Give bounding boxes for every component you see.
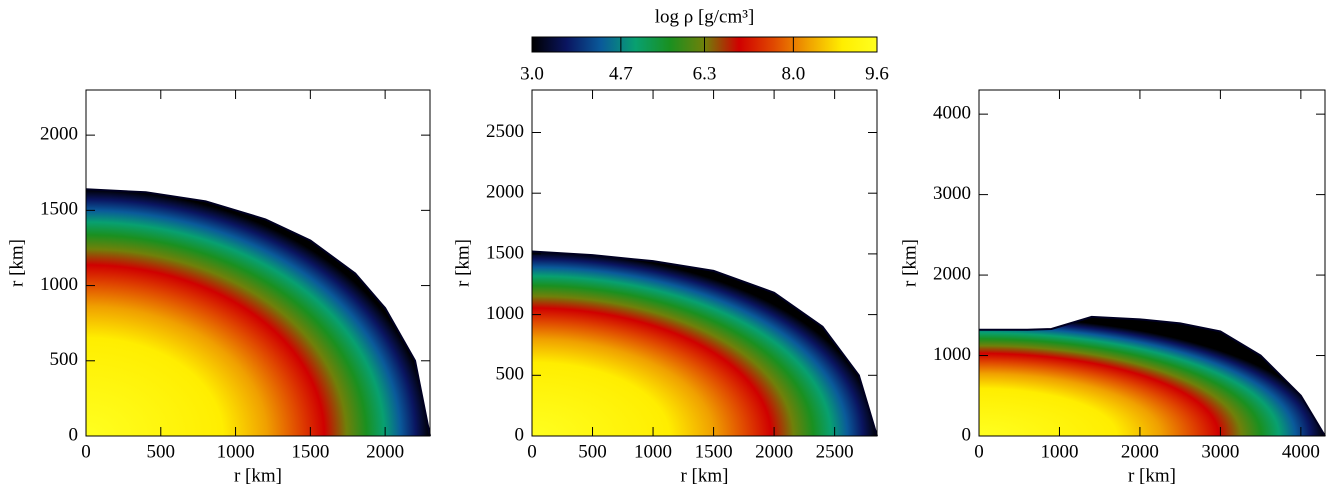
x-tick-label: 1000	[634, 441, 672, 462]
y-axis-label: r [km]	[6, 239, 27, 287]
x-tick-label: 500	[147, 441, 176, 462]
x-axis-label: r [km]	[680, 465, 728, 486]
colorbar-tick-label: 8.0	[781, 63, 805, 84]
surface-outline	[531, 250, 878, 437]
colorbar-tick-label: 3.0	[520, 63, 544, 84]
plot-frame	[978, 89, 1326, 437]
x-tick-label: 2500	[816, 441, 854, 462]
x-tick-label: 1500	[291, 441, 329, 462]
colorbar-tick-label: 6.3	[693, 63, 717, 84]
x-tick-label: 2000	[755, 441, 793, 462]
y-tick-label: 0	[69, 424, 79, 445]
y-tick-label: 1000	[486, 303, 524, 324]
y-tick-label: 1000	[933, 344, 971, 365]
y-tick-label: 0	[962, 424, 972, 445]
y-tick-label: 1000	[40, 274, 78, 295]
x-axis-label: r [km]	[1128, 465, 1176, 486]
colorbar-tick-label: 9.6	[865, 63, 889, 84]
x-axis-label: r [km]	[234, 465, 282, 486]
density-field	[86, 189, 430, 436]
y-tick-label: 0	[515, 424, 525, 445]
colorbar-tick-label: 4.7	[609, 63, 633, 84]
x-tick-label: 500	[578, 441, 607, 462]
x-tick-label: 4000	[1282, 441, 1320, 462]
x-tick-label: 1500	[695, 441, 733, 462]
x-tick-label: 0	[81, 441, 91, 462]
y-tick-label: 2000	[40, 123, 78, 144]
surface-outline	[979, 315, 1326, 437]
x-tick-label: 1000	[217, 441, 255, 462]
x-tick-label: 1000	[1040, 441, 1078, 462]
density-field	[979, 316, 1325, 436]
plot-frame	[85, 89, 431, 437]
y-tick-label: 500	[496, 364, 525, 385]
y-axis-label: r [km]	[452, 239, 473, 287]
x-tick-label: 0	[527, 441, 537, 462]
x-tick-label: 0	[974, 441, 984, 462]
x-tick-label: 2000	[1121, 441, 1159, 462]
y-tick-label: 2000	[486, 182, 524, 203]
y-tick-label: 2500	[486, 121, 524, 142]
x-tick-label: 3000	[1201, 441, 1239, 462]
y-tick-label: 1500	[40, 199, 78, 220]
y-tick-label: 1500	[486, 242, 524, 263]
plot-frame	[531, 89, 878, 437]
y-tick-label: 3000	[933, 183, 971, 204]
colorbar-label: log ρ [g/cm³]	[655, 6, 755, 27]
surface-outline	[85, 188, 431, 437]
y-axis-label: r [km]	[899, 239, 920, 287]
density-field	[532, 251, 877, 436]
y-tick-label: 500	[50, 349, 79, 370]
x-tick-label: 2000	[366, 441, 404, 462]
y-tick-label: 2000	[933, 263, 971, 284]
y-tick-label: 4000	[933, 102, 971, 123]
